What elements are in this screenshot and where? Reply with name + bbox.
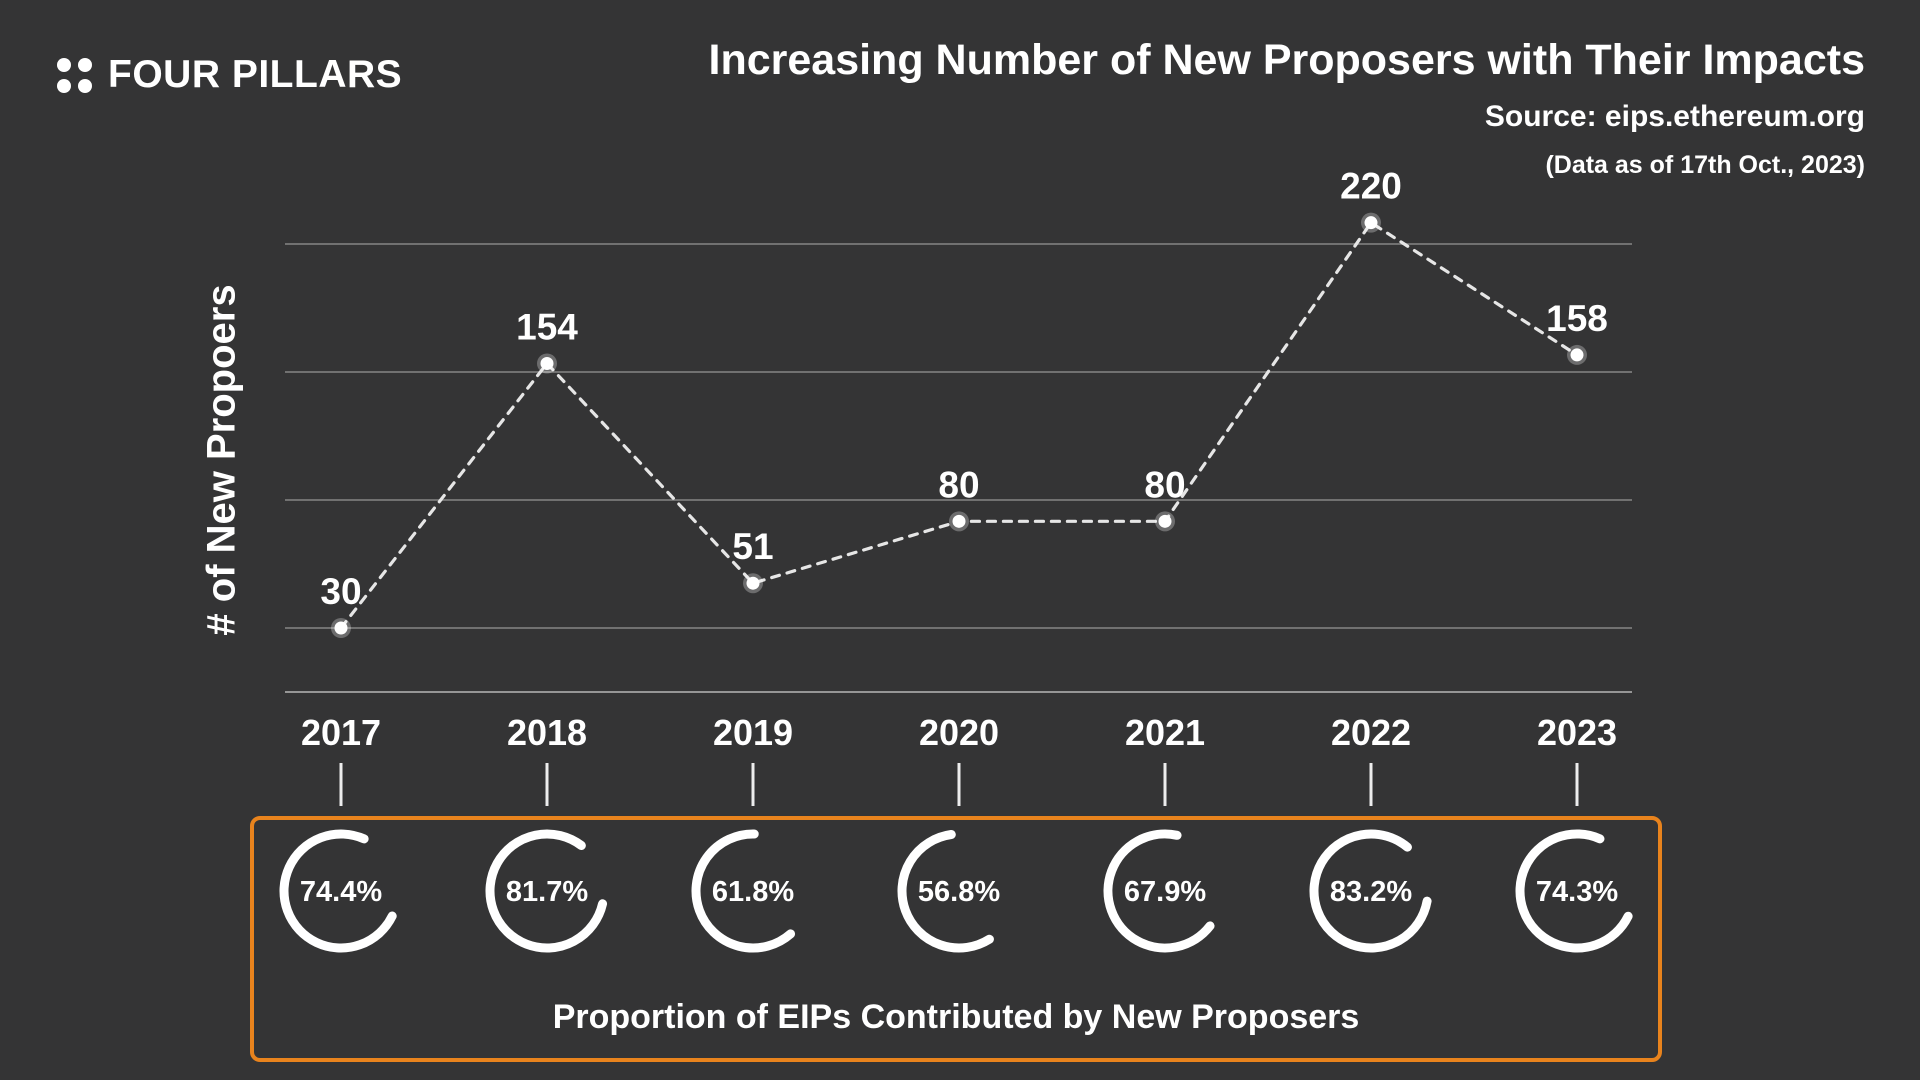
trend-line: [339, 220, 1579, 630]
data-point-label: 80: [938, 464, 979, 505]
data-point-label: 158: [1546, 298, 1608, 339]
gauge-value-label: 74.4%: [300, 876, 382, 908]
logo-text: FOUR PILLARS: [108, 53, 403, 96]
gauge-value-label: 81.7%: [506, 876, 588, 908]
gauge-arc: [1515, 829, 1633, 953]
source-text: Source: eips.ethereum.org: [1484, 100, 1865, 133]
x-tick-label: 2019: [713, 712, 793, 753]
logo-dot: [78, 78, 92, 93]
data-point-label: 30: [320, 571, 361, 612]
gauge-arc: [485, 829, 608, 953]
data-point-marker: [1158, 514, 1172, 528]
gauge-arc: [691, 829, 796, 953]
gauge-arc: [897, 830, 994, 953]
data-point-marker: [1364, 216, 1378, 230]
gauge-arc: [1103, 829, 1215, 953]
logo-dot: [57, 57, 71, 72]
x-tick-label: 2020: [919, 712, 999, 753]
gauge-arc: [1309, 829, 1432, 953]
gauge-value-label: 74.3%: [1536, 876, 1618, 908]
data-point-marker: [746, 576, 760, 590]
gauge-value-label: 67.9%: [1124, 876, 1206, 908]
x-tick-label: 2021: [1125, 712, 1205, 753]
logo: FOUR PILLARS: [57, 53, 402, 97]
logo-dot: [57, 78, 71, 93]
data-point-label: 80: [1144, 464, 1185, 505]
x-tick-label: 2018: [507, 712, 587, 753]
gauge-panel-caption: Proportion of EIPs Contributed by New Pr…: [552, 998, 1360, 1036]
four-pillars-logo-icon: [57, 57, 92, 93]
data-as-of-text: (Data as of 17th Oct., 2023): [1545, 151, 1865, 179]
gauge-value-label: 61.8%: [712, 876, 794, 908]
gauge-panel: [250, 816, 1662, 1062]
chart-title: Increasing Number of New Proposers with …: [708, 36, 1866, 84]
data-point-marker: [952, 514, 966, 528]
x-tick-label: 2022: [1331, 712, 1411, 753]
x-tick-label: 2017: [301, 712, 381, 753]
gauge-arc: [279, 829, 397, 953]
data-point-marker: [1570, 348, 1584, 362]
gauge-value-label: 56.8%: [918, 876, 1000, 908]
data-point-marker: [540, 356, 554, 370]
data-point-label: 51: [732, 526, 773, 567]
x-tick-label: 2023: [1537, 712, 1617, 753]
data-point-label: 154: [516, 306, 578, 347]
logo-dot: [78, 57, 92, 72]
data-point-label: 220: [1340, 166, 1402, 207]
gauge-value-label: 83.2%: [1330, 876, 1412, 908]
data-point-marker: [334, 621, 348, 635]
